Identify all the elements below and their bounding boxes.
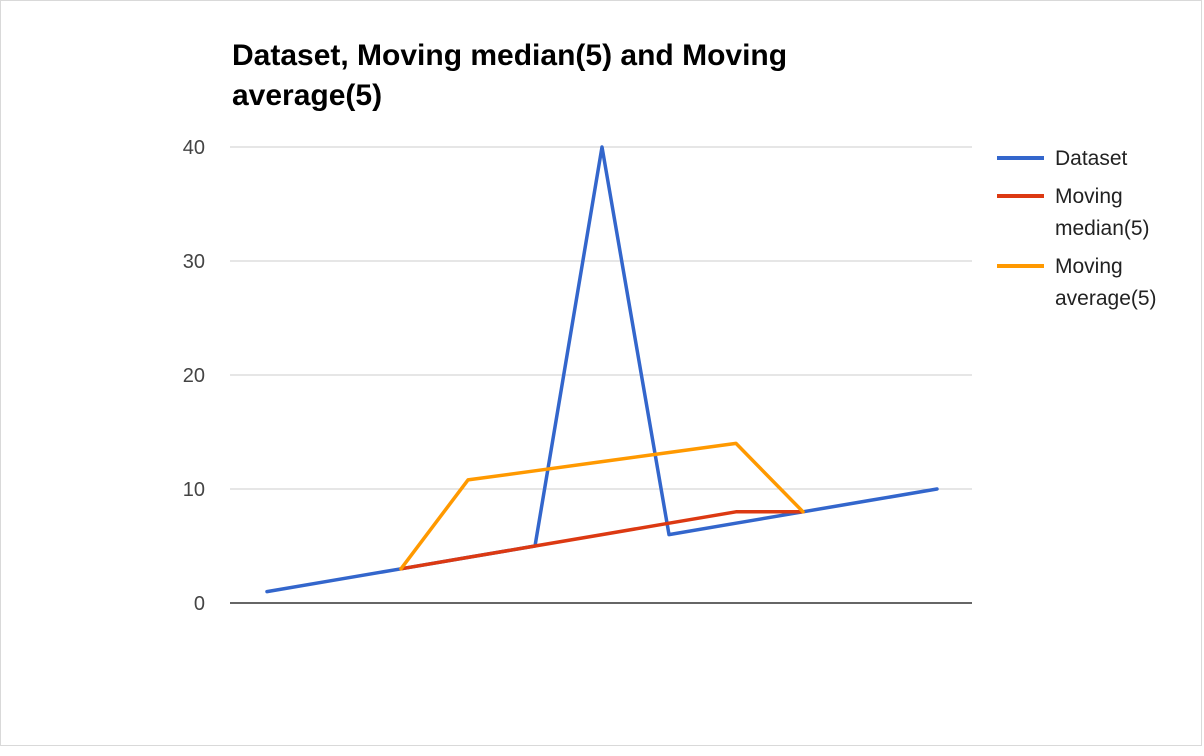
series-line-moving-average-5 (399, 441, 805, 571)
y-tick-label: 0 (194, 593, 205, 615)
series-line-moving-median-5 (399, 510, 805, 571)
legend-label: Moving median(5) (1055, 185, 1150, 240)
legend-label: Dataset (1055, 147, 1128, 170)
legend-item[interactable]: Dataset (997, 147, 1128, 170)
series-line-dataset (265, 145, 939, 594)
y-tick-label: 10 (183, 479, 205, 501)
legend: Dataset Moving median(5) Moving average(5) (997, 147, 1157, 310)
y-tick-label: 20 (183, 365, 205, 387)
y-axis-tick-labels: 0 10 20 30 40 (183, 137, 205, 615)
legend-item[interactable]: Moving median(5) (997, 185, 1150, 240)
y-tick-label: 40 (183, 137, 205, 159)
series-lines (265, 145, 939, 594)
chart-title: Dataset, Moving median(5) and Moving ave… (232, 39, 788, 112)
legend-label: Moving average(5) (1055, 255, 1157, 310)
y-tick-label: 30 (183, 251, 205, 273)
legend-item[interactable]: Moving average(5) (997, 255, 1157, 310)
